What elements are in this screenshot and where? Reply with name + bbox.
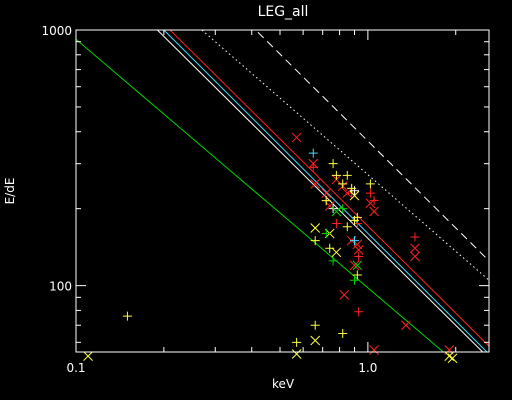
data-point-cross-green bbox=[331, 206, 342, 217]
data-point-cross-yellow bbox=[291, 349, 302, 359]
data-point-plus-yellow bbox=[338, 328, 348, 338]
data-point-cross-red bbox=[369, 206, 379, 217]
data-point-cross-red bbox=[401, 320, 411, 331]
data-point-plus-yellow bbox=[321, 196, 331, 206]
axis-ticks: 0.1 1.0 100 1000 bbox=[41, 24, 489, 375]
model-line-green-solid bbox=[76, 38, 445, 352]
x-tick-label: 1.0 bbox=[358, 361, 377, 375]
chart-title: LEG_all bbox=[258, 4, 309, 20]
plot-frame bbox=[75, 29, 490, 353]
data-point-plus-red bbox=[308, 162, 318, 172]
data-point-plus-red bbox=[331, 219, 341, 229]
data-point-cross-red bbox=[353, 245, 364, 255]
data-point-cross-red bbox=[291, 132, 302, 143]
data-point-plus-yellow bbox=[347, 183, 357, 193]
data-point-cross-green bbox=[352, 260, 363, 271]
data-point-plus-yellow bbox=[310, 320, 320, 330]
data-point-plus-yellow bbox=[342, 170, 352, 180]
x-axis-label: keV bbox=[272, 377, 295, 391]
data-point-cross-red bbox=[321, 188, 332, 199]
data-point-plus-yellow bbox=[352, 270, 362, 280]
data-point-cross-red bbox=[349, 260, 360, 271]
model-line-white-dashed bbox=[257, 31, 489, 262]
data-point-plus-yellow bbox=[328, 159, 338, 169]
data-point-cross-red bbox=[410, 251, 420, 262]
data-point-plus-yellow bbox=[122, 311, 132, 321]
data-point-cross-yellow bbox=[310, 223, 321, 233]
data-point-plus-green bbox=[350, 275, 360, 285]
model-line-cyan-solid bbox=[163, 30, 488, 352]
plot-markers bbox=[83, 132, 458, 364]
data-point-plus-yellow bbox=[365, 179, 375, 189]
data-point-plus-green bbox=[328, 256, 338, 266]
x-tick-label: 0.1 bbox=[66, 361, 85, 375]
data-point-plus-yellow bbox=[331, 170, 341, 180]
data-point-plus-yellow bbox=[310, 236, 320, 246]
data-point-cross-red bbox=[410, 243, 420, 254]
data-point-cross-yellow bbox=[310, 335, 321, 346]
data-point-cross-yellow bbox=[83, 351, 93, 361]
data-point-cross-red bbox=[339, 290, 350, 300]
model-line-white-solid bbox=[157, 30, 484, 352]
y-axis-label: E/dE bbox=[3, 178, 17, 205]
data-point-plus-cyan bbox=[308, 148, 318, 158]
data-point-cross-red bbox=[369, 345, 379, 355]
data-point-plus-cyan bbox=[350, 236, 360, 246]
data-point-cross-yellow bbox=[349, 190, 360, 201]
data-point-plus-yellow bbox=[338, 179, 348, 189]
data-point-cross-yellow bbox=[447, 353, 458, 364]
data-point-cross-red bbox=[310, 179, 321, 189]
data-point-plus-red bbox=[369, 196, 379, 206]
data-point-plus-green bbox=[321, 228, 331, 238]
data-point-plus-red bbox=[354, 252, 364, 262]
model-line-white-dotted bbox=[201, 30, 489, 281]
data-point-plus-yellow bbox=[292, 337, 302, 347]
plot-lines bbox=[76, 30, 489, 352]
data-point-plus-red bbox=[354, 307, 364, 317]
y-tick-label: 100 bbox=[49, 280, 72, 294]
data-point-plus-red bbox=[410, 232, 420, 242]
data-point-plus-red bbox=[365, 188, 375, 198]
y-tick-label: 1000 bbox=[41, 24, 72, 38]
data-point-cross-yellow bbox=[331, 247, 342, 258]
data-point-plus-yellow bbox=[342, 222, 352, 232]
data-point-plus-yellow bbox=[352, 212, 362, 222]
model-line-red-solid bbox=[169, 30, 489, 347]
